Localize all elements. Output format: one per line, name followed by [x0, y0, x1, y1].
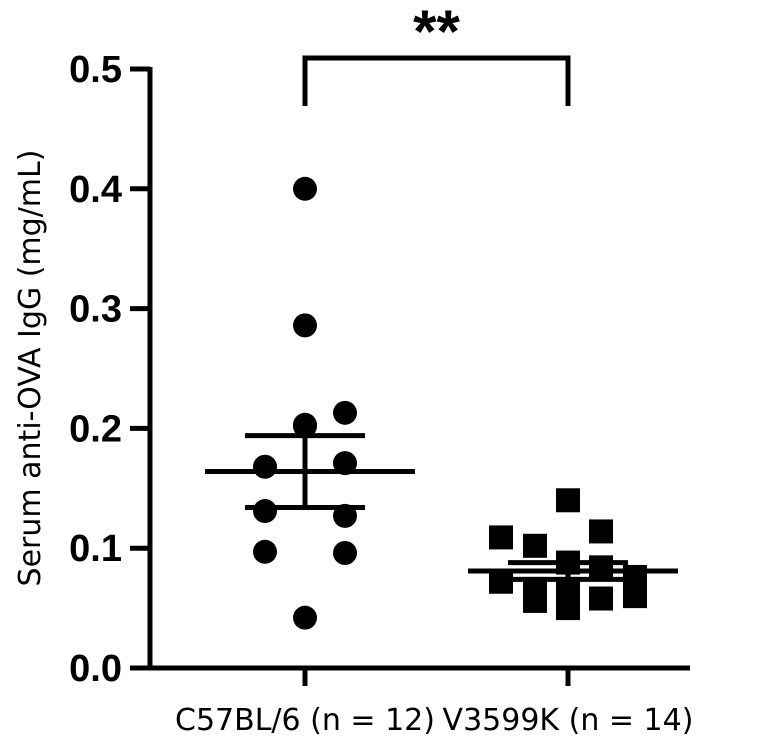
- y-tick-label: 0.1: [69, 528, 122, 570]
- data-point: [333, 540, 357, 565]
- data-point: [589, 586, 613, 611]
- data-point: [523, 588, 547, 613]
- data-point: [293, 605, 317, 630]
- data-point: [293, 414, 317, 439]
- data-point: [556, 596, 580, 621]
- x-tick-label: V3599K (n = 14): [443, 703, 694, 738]
- data-point: [523, 533, 547, 558]
- x-tick-label: C57BL/6 (n = 12): [175, 703, 435, 738]
- y-tick-label: 0.3: [69, 289, 122, 331]
- data-point: [333, 400, 357, 425]
- y-axis: 0.0 0.1 0.2 0.3 0.4 0.5: [69, 49, 153, 690]
- data-points: [253, 176, 647, 630]
- y-tick-label: 0.0: [69, 648, 122, 690]
- data-point: [589, 519, 613, 544]
- y-tick-label: 0.2: [69, 408, 122, 450]
- data-point: [253, 499, 277, 524]
- data-point: [489, 525, 513, 550]
- significance-annotation: **: [302, 0, 571, 106]
- data-point: [589, 555, 613, 580]
- data-point: [293, 176, 317, 201]
- significance-bracket: [302, 55, 571, 106]
- x-axis: C57BL/6 (n = 12) V3599K (n = 14): [148, 665, 694, 738]
- data-point: [253, 539, 277, 564]
- data-point: [293, 313, 317, 338]
- significance-label: **: [413, 0, 460, 65]
- y-tick-label: 0.5: [69, 49, 122, 91]
- data-point: [253, 454, 277, 479]
- y-tick-label: 0.4: [69, 169, 122, 211]
- mean-sem-bars: [205, 433, 678, 582]
- data-point: [623, 584, 647, 609]
- data-point: [556, 488, 580, 513]
- y-axis-label: Serum anti-OVA IgG (mg/mL): [13, 150, 48, 587]
